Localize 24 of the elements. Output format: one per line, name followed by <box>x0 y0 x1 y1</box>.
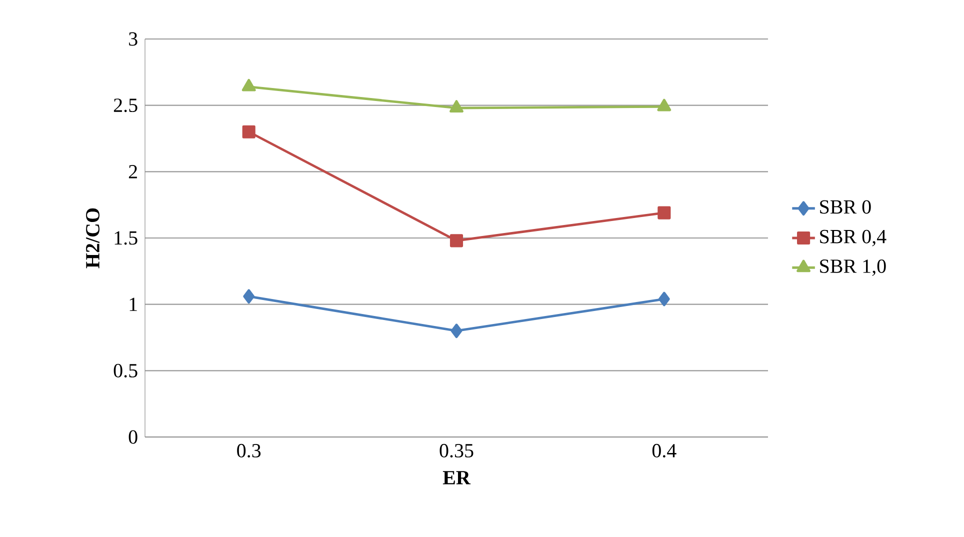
x-tick-label: 0.3 <box>237 444 261 458</box>
y-tick-label: 0.5 <box>114 364 138 378</box>
x-tick-label: 0.35 <box>440 444 474 458</box>
point <box>242 78 256 92</box>
y-tick-label: 0 <box>128 430 138 444</box>
y-tick-label: 3 <box>129 32 138 46</box>
point <box>657 98 672 112</box>
y-tick-label: 1.5 <box>114 231 138 245</box>
point <box>450 100 464 113</box>
x-axis-title: ER <box>442 471 471 484</box>
point <box>658 206 671 220</box>
y-tick-label: 1 <box>130 298 137 311</box>
y-axis-title: H2/CO <box>86 208 100 268</box>
point <box>450 324 462 338</box>
point <box>658 292 670 306</box>
point <box>243 289 255 304</box>
legend-label: SBR 0 <box>820 200 871 214</box>
legend-label: SBR 1,0 <box>820 259 886 276</box>
legend-label: SBR 0,4 <box>820 230 886 246</box>
x-tick-label: 0.4 <box>652 444 676 458</box>
y-tick-label: 2.5 <box>114 98 138 112</box>
point <box>450 234 464 248</box>
y-tick-label: 2 <box>128 165 137 178</box>
point <box>242 125 256 138</box>
